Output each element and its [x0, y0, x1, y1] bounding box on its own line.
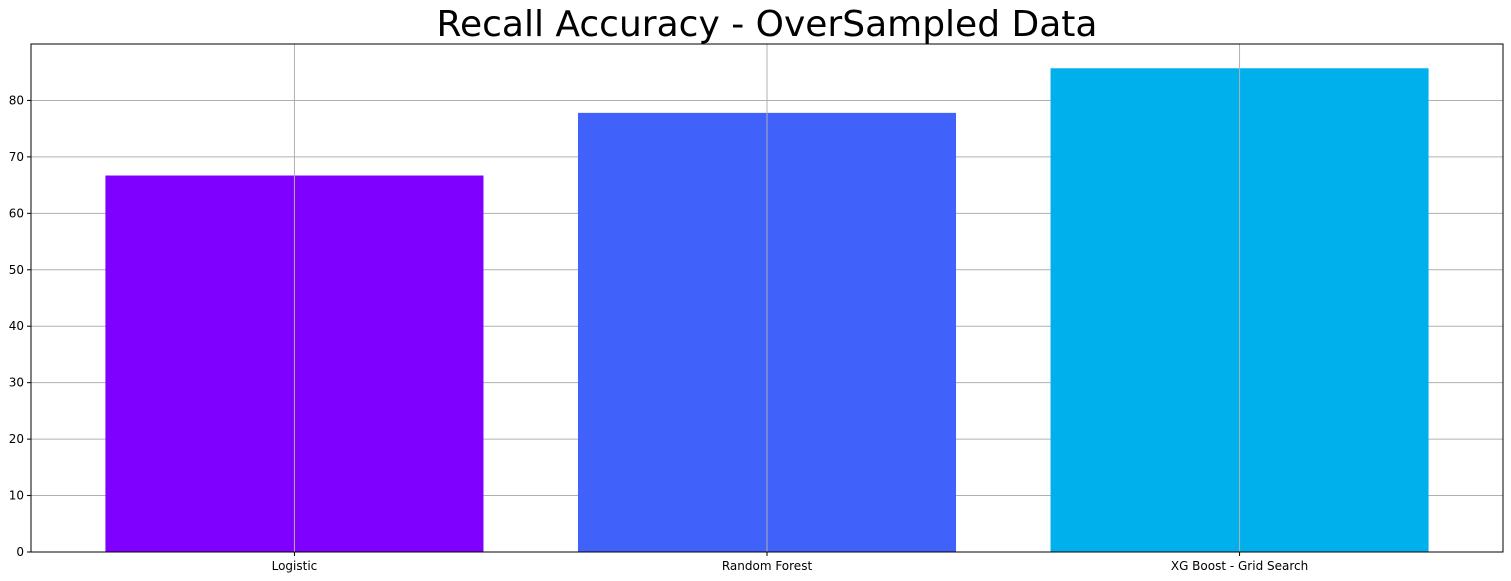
y-tick-label: 70: [9, 150, 24, 164]
chart-title: Recall Accuracy - OverSampled Data: [437, 4, 1098, 45]
x-axis: Logistic Random Forest XG Boost - Grid Sea…: [272, 552, 1308, 573]
x-tick-label: Random Forest: [722, 559, 813, 573]
y-tick-label: 30: [9, 376, 24, 390]
y-axis: 0 10 20 30 40 50 60 70 80: [9, 93, 31, 559]
y-tick-label: 50: [9, 263, 24, 277]
y-tick-label: 10: [9, 489, 24, 503]
y-tick-label: 80: [9, 93, 24, 107]
y-tick-label: 20: [9, 432, 24, 446]
x-tick-label: XG Boost - Grid Search: [1171, 559, 1308, 573]
y-tick-label: 0: [16, 545, 24, 559]
y-tick-label: 60: [9, 206, 24, 220]
y-tick-label: 40: [9, 319, 24, 333]
vertical-gridlines: [293, 44, 1241, 552]
x-tick-label: Logistic: [272, 559, 318, 573]
